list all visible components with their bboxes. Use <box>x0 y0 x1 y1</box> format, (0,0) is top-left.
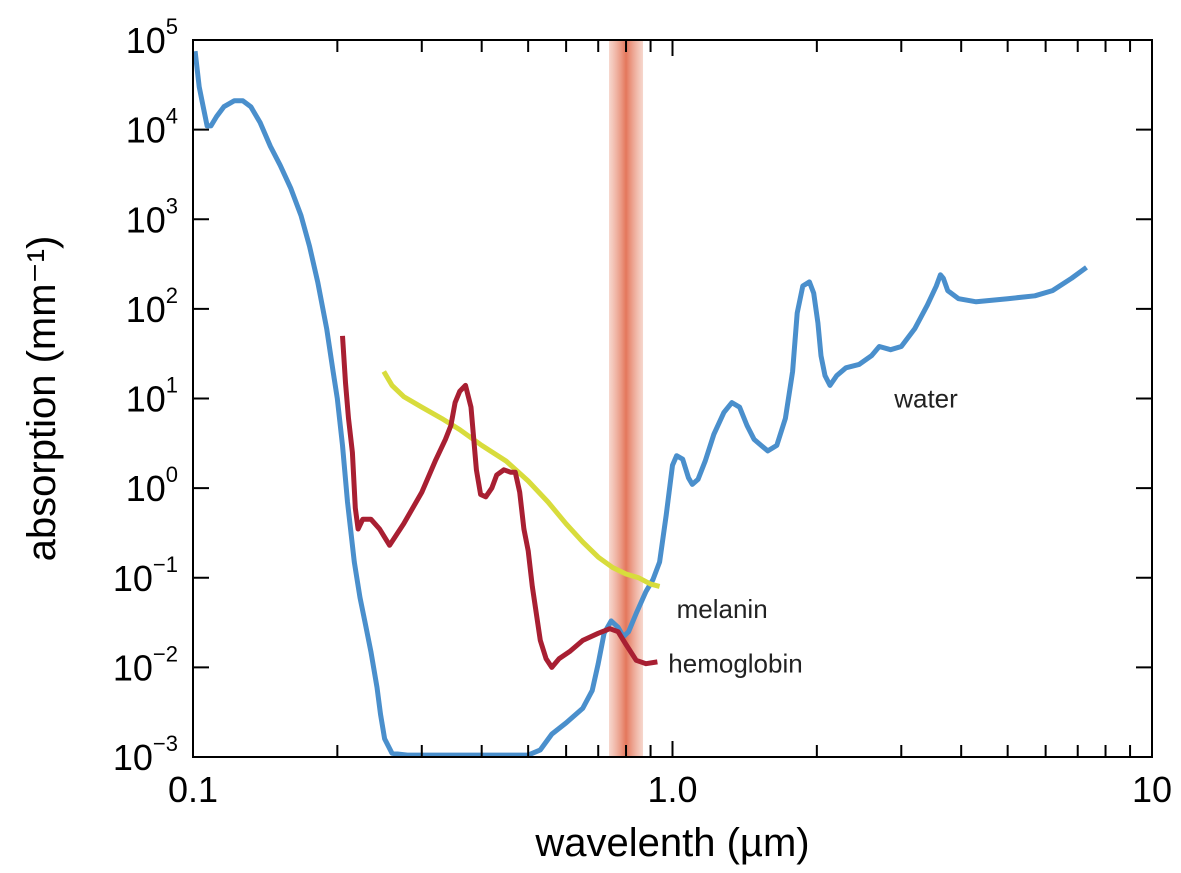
tick-label-layer: 0.1 1.0 10 10−3 10−2 10−1 100 101 102 103 104 105 <box>113 14 1172 810</box>
x-axis-title: wavelenth (µm) <box>534 821 809 865</box>
y-axis-title: absorption (mm⁻¹) <box>20 236 64 562</box>
tick-layer <box>192 39 1152 758</box>
y-tick-label: 10−3 <box>113 731 178 778</box>
y-tick-label: 10−2 <box>113 641 178 688</box>
y-tick-label: 104 <box>126 104 178 151</box>
series-line-water <box>192 50 1088 758</box>
series-label-layer: water melanin hemoglobin <box>668 384 958 679</box>
y-tick-label: 105 <box>126 14 178 61</box>
x-tick-label: 1.0 <box>647 769 697 810</box>
series-label-water: water <box>893 384 958 414</box>
y-tick-label: 101 <box>126 373 178 420</box>
highlight-band-layer <box>609 40 644 757</box>
x-tick-label: 10 <box>1132 769 1172 810</box>
series-line-hemoglobin <box>340 335 658 670</box>
highlight-band <box>609 40 644 757</box>
y-tick-label: 103 <box>126 193 178 240</box>
series-label-hemoglobin: hemoglobin <box>668 649 802 679</box>
series-line-melanin <box>381 370 661 589</box>
y-tick-label: 100 <box>126 462 178 509</box>
y-tick-label: 10−1 <box>113 552 178 599</box>
x-tick-label: 0.1 <box>168 769 218 810</box>
series-layer <box>192 50 1088 758</box>
y-tick-label: 102 <box>126 283 178 330</box>
series-label-melanin: melanin <box>677 594 768 624</box>
